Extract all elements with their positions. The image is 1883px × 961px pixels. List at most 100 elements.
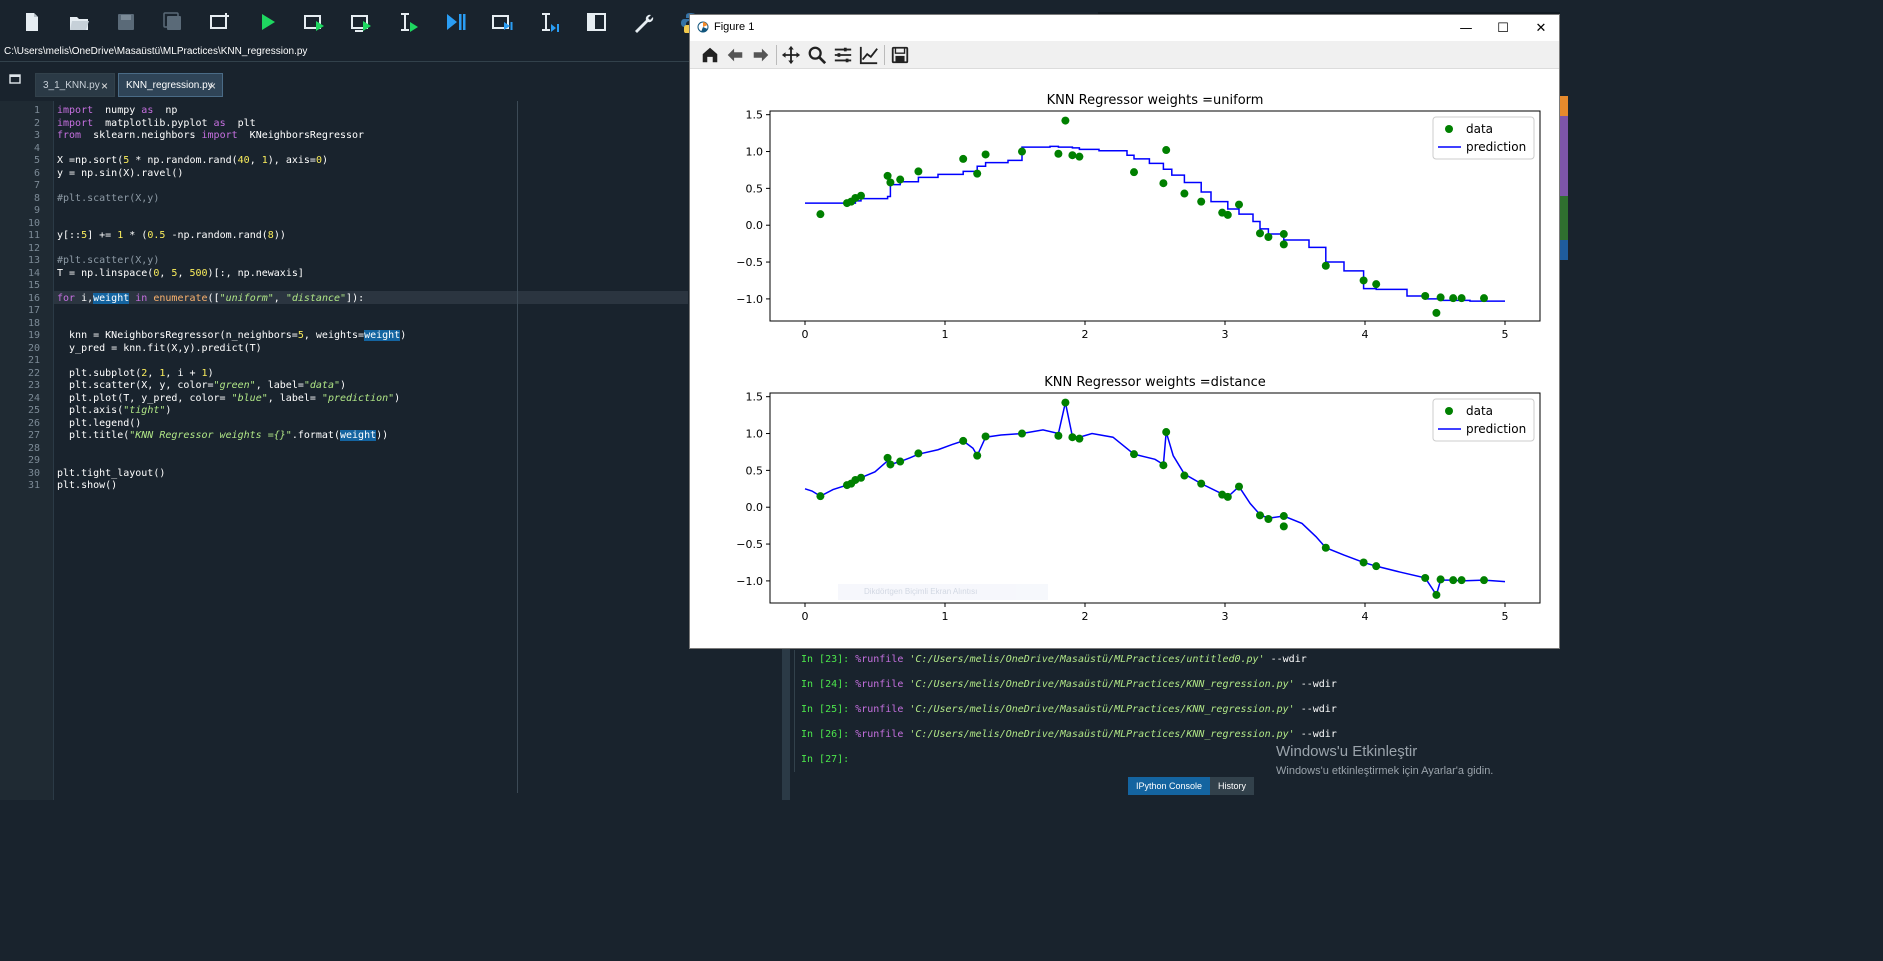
data-point (1159, 461, 1168, 470)
maximize-button[interactable]: ☐ (1497, 20, 1509, 36)
zoom-icon[interactable] (806, 44, 828, 66)
line-number: 16 (27, 292, 40, 304)
code-token: , (273, 292, 286, 304)
code-token: )[:, np.newaxis] (207, 267, 304, 279)
figure-canvas[interactable]: KNN Regressor weights =uniform 0 1 2 3 4 5 1.5 1… (690, 69, 1559, 649)
toolbar-separator (884, 45, 885, 65)
code-token: 1 (201, 367, 208, 379)
code-line[interactable]: import numpy as np (57, 105, 177, 116)
data-point (1449, 576, 1458, 585)
console-tab-bar: IPython Console History (1128, 777, 1255, 795)
code-token: , label= (267, 392, 322, 404)
save-all-icon[interactable] (158, 7, 188, 37)
open-file-icon[interactable] (64, 7, 94, 37)
code-line[interactable]: plt.subplot(2, 1, i + 1) (57, 368, 214, 379)
preferences-icon[interactable] (628, 7, 658, 37)
console-line[interactable]: In [27]: (801, 754, 849, 765)
run-selection-icon[interactable] (393, 7, 423, 37)
maximize-pane-icon[interactable] (581, 7, 611, 37)
tab-options-icon[interactable] (8, 72, 22, 86)
home-icon[interactable] (699, 44, 721, 66)
code-line[interactable]: X =np.sort(5 * np.random.rand(40, 1), ax… (57, 155, 328, 166)
console-line[interactable]: In [23]: %runfile 'C:/Users/melis/OneDri… (801, 654, 1307, 665)
minimize-button[interactable]: — (1459, 20, 1473, 36)
code-line[interactable]: y_pred = knn.fit(X,y).predict(T) (57, 343, 262, 354)
new-cell-icon[interactable] (205, 7, 235, 37)
configure-subplots-icon[interactable] (832, 44, 854, 66)
code-line[interactable]: plt.title("KNN Regressor weights ={}".fo… (57, 430, 388, 441)
code-line[interactable]: plt.plot(T, y_pred, color= "blue", label… (57, 393, 400, 404)
back-icon[interactable] (724, 44, 746, 66)
data-point (1075, 152, 1084, 161)
y-tick-label: 0.5 (746, 464, 764, 477)
code-token: 5 (297, 330, 304, 341)
code-token: #plt.scatter(X,y) (57, 255, 160, 266)
tab-3-1-knn[interactable]: 3_1_KNN.py × (35, 73, 115, 97)
debug-cell-icon[interactable] (487, 7, 517, 37)
code-token: as (213, 117, 226, 129)
prediction-line (805, 145, 1505, 302)
code-token: ) (394, 392, 401, 404)
code-line[interactable]: #plt.scatter(X,y) (57, 255, 159, 266)
save-figure-icon[interactable] (889, 44, 911, 66)
data-point (973, 169, 982, 178)
code-line[interactable]: plt.show() (57, 480, 117, 491)
code-editor[interactable]: 1 2 3 4 5 6 7 8 9 10 11 12 13 14 15 16 17 18 19 20 21 22 23 24 2… (0, 101, 780, 800)
code-line[interactable]: for i,weight in enumerate(["uniform", "d… (57, 292, 364, 304)
console-rest: --wdir (1294, 729, 1337, 740)
code-line[interactable]: plt.scatter(X, y, color="green", label="… (57, 380, 346, 391)
tab-close-icon[interactable]: × (208, 79, 216, 93)
data-point (1264, 233, 1273, 241)
close-button[interactable]: ✕ (1535, 20, 1547, 36)
run-cell-icon[interactable] (299, 7, 329, 37)
edit-axis-icon[interactable] (858, 44, 880, 66)
y-tick-label: 1.5 (746, 109, 764, 122)
panel-strip (1560, 116, 1568, 196)
save-file-icon[interactable] (111, 7, 141, 37)
forward-icon[interactable] (750, 44, 772, 66)
tab-close-icon[interactable]: × (100, 79, 108, 93)
run-cell-advance-icon[interactable] (346, 7, 376, 37)
debug-icon[interactable] (440, 7, 470, 37)
new-file-icon[interactable] (17, 7, 47, 37)
figure-title-bar[interactable]: Figure 1 — ☐ ✕ (690, 15, 1559, 41)
code-token: ) (340, 380, 347, 391)
pan-icon[interactable] (780, 44, 802, 66)
data-point (1480, 576, 1488, 585)
code-token: 1 (159, 367, 166, 379)
code-line[interactable]: from sklearn.neighbors import KNeighbors… (57, 130, 364, 141)
code-line[interactable]: plt.axis("tight") (57, 405, 171, 416)
data-point (1235, 200, 1243, 209)
data-point (1068, 151, 1077, 160)
code-line[interactable]: plt.tight_layout() (57, 468, 165, 479)
code-line[interactable]: knn = KNeighborsRegressor(n_neighbors=5,… (57, 330, 406, 341)
code-line[interactable]: import matplotlib.pyplot as plt (57, 118, 256, 129)
run-file-icon[interactable] (252, 7, 282, 37)
line-number: 17 (27, 305, 40, 316)
debug-selection-icon[interactable] (534, 7, 564, 37)
tab-history[interactable]: History (1210, 777, 1255, 795)
console-path: 'C:/Users/melis/OneDrive/Masaüstü/MLPrac… (903, 704, 1295, 715)
code-line[interactable]: y = np.sin(X).ravel() (57, 168, 183, 179)
console-line[interactable]: In [25]: %runfile 'C:/Users/melis/OneDri… (801, 704, 1337, 715)
axes-frame (769, 110, 1541, 322)
code-line[interactable]: y[::5] += 1 * (0.5 -np.random.rand(8)) (57, 230, 286, 241)
code-line[interactable]: T = np.linspace(0, 5, 500)[:, np.newaxis… (57, 268, 304, 279)
ipython-console[interactable]: In [23]: %runfile 'C:/Users/melis/OneDri… (794, 650, 1569, 772)
figure-window[interactable]: Figure 1 — ☐ ✕ KNN Regressor weights =un… (689, 14, 1560, 649)
console-line[interactable]: In [26]: %runfile 'C:/Users/melis/OneDri… (801, 729, 1337, 740)
line-number: 7 (33, 180, 40, 191)
console-line[interactable]: In [24]: %runfile 'C:/Users/melis/OneDri… (801, 679, 1337, 690)
tab-ipython-console[interactable]: IPython Console (1128, 777, 1211, 795)
line-number: 1 (33, 105, 40, 116)
code-token: 500 (189, 267, 208, 279)
prediction-line (804, 402, 1506, 597)
legend-label-data: data (1466, 122, 1493, 136)
code-line[interactable]: #plt.scatter(X,y) (57, 193, 159, 204)
data-point (1321, 543, 1330, 552)
code-line[interactable]: plt.legend() (57, 418, 141, 429)
tab-knn-regression[interactable]: KNN_regression.py × (118, 73, 223, 97)
data-point (1432, 308, 1441, 317)
y-tick-label: 1.5 (746, 391, 764, 404)
console-prompt: In [23]: (801, 654, 850, 665)
